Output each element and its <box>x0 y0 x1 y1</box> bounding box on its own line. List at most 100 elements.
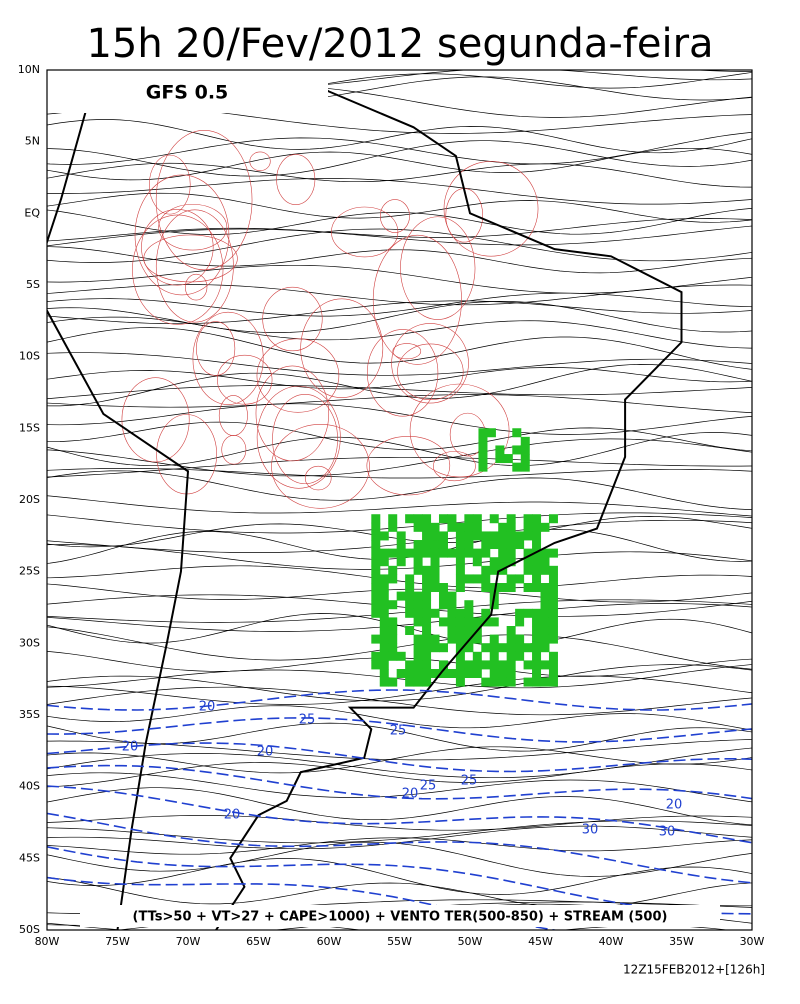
cape-cell <box>540 557 550 567</box>
red-contour <box>256 385 341 489</box>
cape-cell <box>455 557 465 567</box>
cape-cell <box>438 591 448 601</box>
cape-cell <box>430 643 440 653</box>
cape-cell <box>430 583 440 593</box>
streamline <box>47 746 752 774</box>
cape-cell <box>396 668 406 678</box>
cape-cell <box>388 626 398 636</box>
cape-cell <box>379 557 389 567</box>
cape-cell <box>520 454 530 464</box>
cape-cell <box>413 660 423 670</box>
cape-cell <box>422 668 432 678</box>
cape-cell <box>540 591 550 601</box>
contour-label: 25 <box>461 774 478 789</box>
cape-cell <box>532 531 542 541</box>
lon-label: 55W <box>387 935 412 948</box>
red-contour <box>379 199 410 233</box>
wind-contour <box>47 742 752 773</box>
cape-cell <box>532 660 542 670</box>
cape-cell <box>495 445 505 455</box>
cape-cell <box>472 617 482 627</box>
cape-cell <box>520 436 530 446</box>
cape-cell <box>489 651 499 661</box>
cape-cell <box>523 557 533 567</box>
lon-label: 70W <box>176 935 201 948</box>
cape-cell <box>548 514 558 524</box>
cape-cell <box>481 565 491 575</box>
cape-cell <box>532 651 542 661</box>
cape-cell <box>489 668 499 678</box>
red-contour <box>331 206 399 258</box>
cape-cell <box>413 600 423 610</box>
cape-cell <box>481 583 491 593</box>
cape-cell <box>548 626 558 636</box>
cape-cell <box>489 565 499 575</box>
red-contour <box>271 423 370 509</box>
cape-cell <box>472 522 482 532</box>
cape-cell <box>520 445 530 455</box>
streamline <box>47 841 752 877</box>
cape-cell <box>438 540 448 550</box>
cape-cell <box>523 608 533 618</box>
streamline <box>47 762 752 788</box>
cape-cell <box>371 548 381 558</box>
cape-cell <box>388 643 398 653</box>
cape-cell <box>478 462 488 472</box>
red-contour <box>272 394 338 485</box>
cape-cell <box>379 626 389 636</box>
lon-label: 30W <box>740 935 765 948</box>
cape-cell <box>472 557 482 567</box>
streamline <box>47 301 752 333</box>
cape-cell <box>379 574 389 584</box>
cape-cell <box>413 514 423 524</box>
red-contour <box>409 383 510 478</box>
cape-cell <box>422 548 432 558</box>
streamline <box>47 192 752 223</box>
cape-cell <box>548 583 558 593</box>
cape-cell <box>413 557 423 567</box>
streamline <box>47 565 752 589</box>
cape-cell <box>515 608 525 618</box>
cape-cell <box>498 583 508 593</box>
red-contour <box>255 365 330 462</box>
cape-cell <box>464 660 474 670</box>
streamline <box>47 825 752 850</box>
title: 15h 20/Fev/2012 segunda-feira <box>86 21 713 67</box>
red-contour <box>391 323 469 404</box>
contour-label: 20 <box>122 740 139 755</box>
streamline <box>47 162 752 188</box>
cape-cell <box>478 454 488 464</box>
cape-cell <box>506 677 516 687</box>
red-contour <box>184 273 208 301</box>
cape-cell <box>371 557 381 567</box>
streamline <box>47 300 752 325</box>
cape-cell <box>422 522 432 532</box>
cape-cell <box>413 643 423 653</box>
streamline <box>47 876 752 909</box>
cape-cell <box>548 574 558 584</box>
cape-cell <box>371 522 381 532</box>
streamline <box>47 468 752 479</box>
cape-cell <box>498 531 508 541</box>
red-contour <box>217 354 273 405</box>
cape-cell <box>540 634 550 644</box>
legend: (TTs>50 + VT>27 + CAPE>1000) + VENTO TER… <box>133 910 668 925</box>
red-contour <box>143 234 238 283</box>
cape-cell <box>523 531 533 541</box>
red-contour <box>300 298 384 398</box>
red-contour <box>276 154 316 205</box>
cape-cell <box>455 540 465 550</box>
cape-cell <box>447 522 457 532</box>
cape-cell <box>413 651 423 661</box>
contour-label: 25 <box>420 779 437 794</box>
cape-cell <box>405 591 415 601</box>
lat-label: 15S <box>19 421 40 434</box>
cape-cell <box>405 548 415 558</box>
wind-contour <box>47 689 752 711</box>
cape-cell <box>540 600 550 610</box>
cape-cell <box>405 660 415 670</box>
cape-cell <box>455 608 465 618</box>
cape-cell <box>371 660 381 670</box>
cape-cell <box>481 608 491 618</box>
cape-cell <box>472 651 482 661</box>
